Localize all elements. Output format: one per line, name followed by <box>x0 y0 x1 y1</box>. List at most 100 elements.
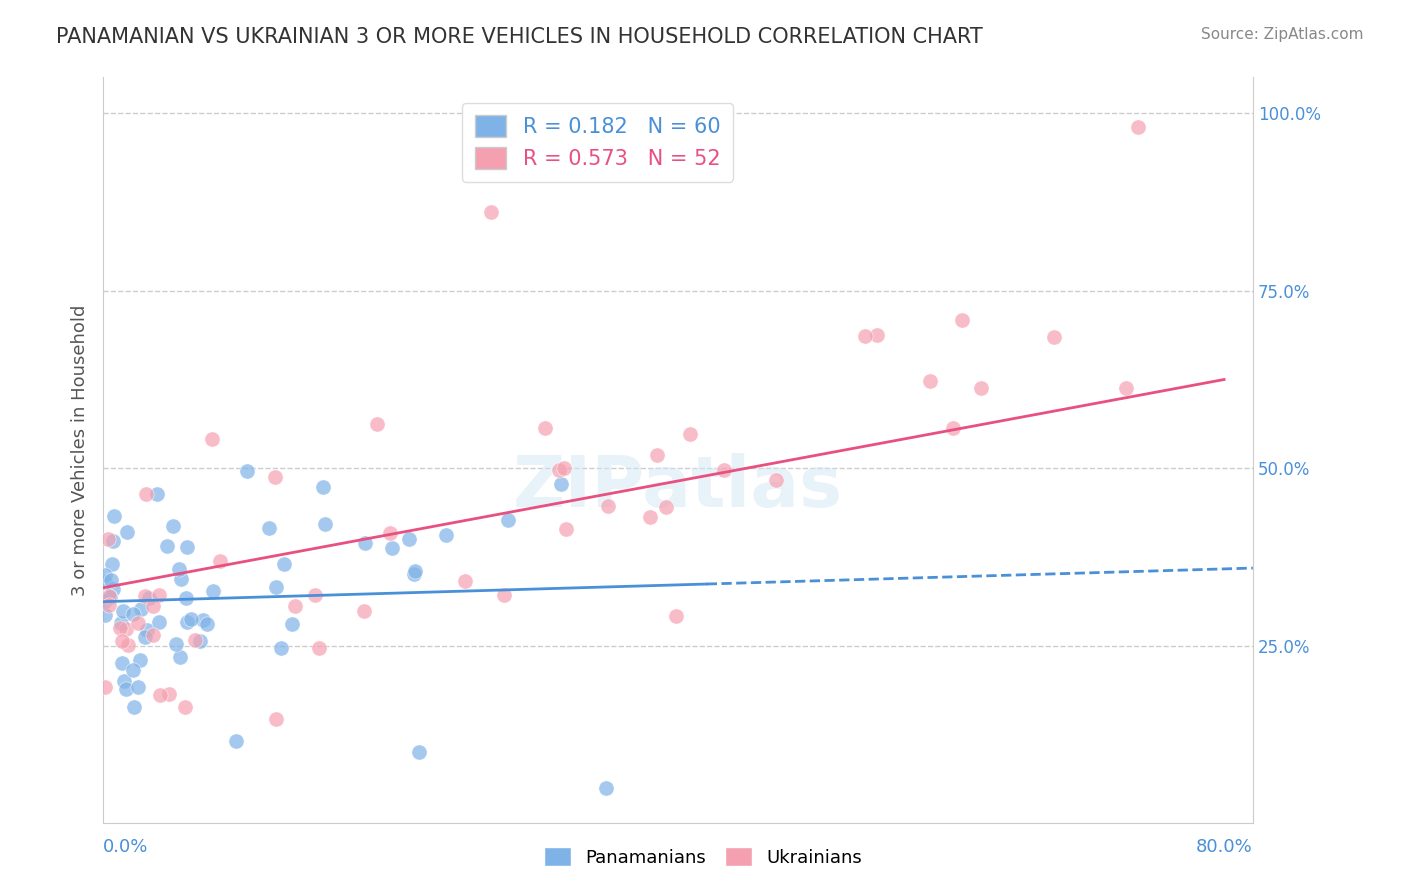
Panamanians <box>103 509 125 524</box>
Ukrainians <box>554 522 576 536</box>
Panamanians <box>101 533 124 548</box>
Ukrainians <box>127 616 149 631</box>
Text: Source: ZipAtlas.com: Source: ZipAtlas.com <box>1201 27 1364 42</box>
Ukrainians <box>853 329 876 343</box>
Ukrainians <box>111 634 134 648</box>
Panamanians <box>180 612 202 626</box>
Panamanians <box>270 640 292 655</box>
Panamanians <box>312 480 335 494</box>
Panamanians <box>496 513 519 527</box>
Panamanians <box>110 615 132 630</box>
Ukrainians <box>553 461 575 475</box>
Panamanians <box>100 573 122 587</box>
Ukrainians <box>378 526 401 541</box>
Ukrainians <box>353 604 375 618</box>
Ukrainians <box>134 589 156 603</box>
Ukrainians <box>97 532 120 546</box>
Ukrainians <box>479 205 502 219</box>
Panamanians <box>434 528 457 542</box>
Panamanians <box>93 568 115 582</box>
Ukrainians <box>148 588 170 602</box>
Panamanians <box>127 680 149 694</box>
Ukrainians <box>209 554 232 568</box>
Ukrainians <box>547 463 569 477</box>
Panamanians <box>264 580 287 594</box>
Panamanians <box>115 681 138 696</box>
Panamanians <box>124 700 146 714</box>
Ukrainians <box>264 470 287 484</box>
Ukrainians <box>534 421 557 435</box>
Panamanians <box>145 487 167 501</box>
Panamanians <box>94 575 117 590</box>
Ukrainians <box>184 632 207 647</box>
Ukrainians <box>308 641 330 656</box>
Panamanians <box>404 564 426 578</box>
Panamanians <box>98 590 121 604</box>
Ukrainians <box>598 499 620 513</box>
Text: PANAMANIAN VS UKRAINIAN 3 OR MORE VEHICLES IN HOUSEHOLD CORRELATION CHART: PANAMANIAN VS UKRAINIAN 3 OR MORE VEHICL… <box>56 27 983 46</box>
Ukrainians <box>1043 329 1066 343</box>
Panamanians <box>93 594 115 608</box>
Ukrainians <box>142 599 165 613</box>
Panamanians <box>257 521 280 535</box>
Ukrainians <box>453 574 475 589</box>
Panamanians <box>398 532 420 546</box>
Y-axis label: 3 or more Vehicles in Household: 3 or more Vehicles in Household <box>72 305 89 596</box>
Panamanians <box>176 615 198 629</box>
Panamanians <box>273 557 295 571</box>
Ukrainians <box>638 509 661 524</box>
Panamanians <box>138 591 160 605</box>
Ukrainians <box>201 432 224 446</box>
Ukrainians <box>918 375 941 389</box>
Panamanians <box>193 614 215 628</box>
Panamanians <box>100 558 122 572</box>
Panamanians <box>281 616 304 631</box>
Ukrainians <box>97 589 120 603</box>
Panamanians <box>136 623 159 637</box>
Ukrainians <box>149 688 172 702</box>
Panamanians <box>131 602 153 616</box>
Ukrainians <box>264 712 287 726</box>
Ukrainians <box>284 599 307 614</box>
Panamanians <box>122 663 145 677</box>
Ukrainians <box>665 608 688 623</box>
Panamanians <box>111 656 134 670</box>
Panamanians <box>148 615 170 629</box>
Legend: Panamanians, Ukrainians: Panamanians, Ukrainians <box>537 840 869 874</box>
Ukrainians <box>117 638 139 652</box>
Panamanians <box>115 524 138 539</box>
Ukrainians <box>1126 120 1149 135</box>
Ukrainians <box>94 681 117 695</box>
Panamanians <box>595 780 617 795</box>
Panamanians <box>128 653 150 667</box>
Panamanians <box>162 519 184 533</box>
Ukrainians <box>950 312 973 326</box>
Panamanians <box>381 541 404 555</box>
Panamanians <box>134 630 156 644</box>
Panamanians <box>236 464 259 478</box>
Ukrainians <box>110 621 132 635</box>
Text: ZIPatlas: ZIPatlas <box>513 453 844 522</box>
Ukrainians <box>304 588 326 602</box>
Panamanians <box>103 582 125 597</box>
Panamanians <box>550 476 572 491</box>
Ukrainians <box>114 622 136 636</box>
Ukrainians <box>157 687 180 701</box>
Panamanians <box>156 539 179 553</box>
Panamanians <box>195 617 218 632</box>
Ukrainians <box>654 500 676 514</box>
Text: 0.0%: 0.0% <box>103 838 149 856</box>
Ukrainians <box>142 628 165 642</box>
Ukrainians <box>679 426 702 441</box>
Ukrainians <box>494 589 516 603</box>
Panamanians <box>408 746 430 760</box>
Ukrainians <box>970 381 993 395</box>
Ukrainians <box>135 486 157 500</box>
Ukrainians <box>713 463 735 477</box>
Ukrainians <box>1115 381 1137 395</box>
Panamanians <box>169 650 191 665</box>
Panamanians <box>176 540 198 554</box>
Ukrainians <box>941 421 963 435</box>
Legend: R = 0.182   N = 60, R = 0.573   N = 52: R = 0.182 N = 60, R = 0.573 N = 52 <box>463 103 733 182</box>
Panamanians <box>111 604 134 618</box>
